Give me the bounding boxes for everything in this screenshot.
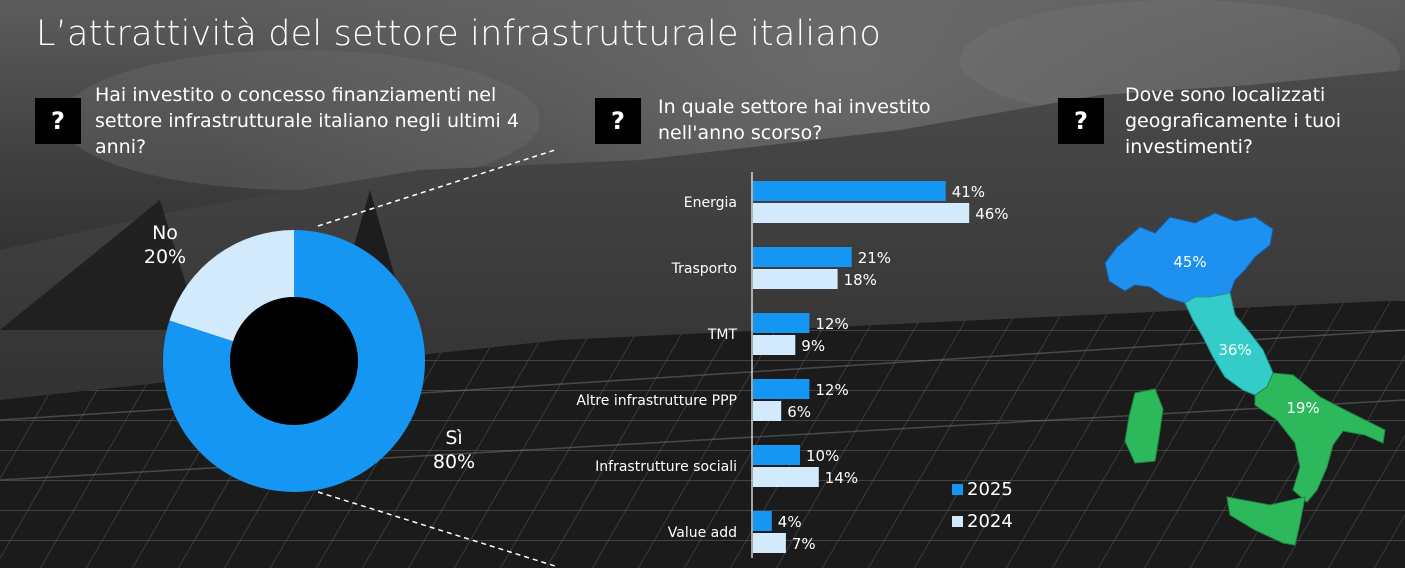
bar-2025 (753, 181, 946, 201)
question-1-text: Hai investito o concesso finanziamenti n… (95, 84, 519, 158)
bar-value-label: 14% (825, 469, 858, 487)
bar-category-label: Trasporto (671, 261, 737, 277)
pie-label-si-value: 80% (432, 451, 476, 473)
pie-label-no-name: No (152, 222, 178, 244)
bar-2024 (753, 533, 786, 553)
pie-slice-no (169, 230, 294, 342)
bar-value-label: 46% (975, 205, 1008, 223)
bar-category-label: Energia (684, 195, 737, 211)
legend-swatch (952, 516, 963, 527)
donut-hole (230, 297, 358, 425)
bar-2025 (753, 247, 852, 267)
question-2-text: In quale settore hai investito nell'anno… (658, 96, 931, 144)
bar-value-label: 6% (787, 403, 811, 421)
bar-2024 (753, 269, 838, 289)
bar-category-label: TMT (707, 327, 738, 343)
bar-2024 (753, 401, 782, 421)
question-3-text: Dove sono localizzati geograficamente i … (1125, 84, 1342, 158)
page-title: L’attrattività del settore infrastruttur… (36, 14, 881, 54)
bar-value-label: 9% (801, 337, 825, 355)
bar-2025 (753, 511, 772, 531)
bar-2025 (753, 313, 810, 333)
bar-2024 (753, 335, 796, 355)
bar-value-label: 4% (778, 513, 802, 531)
pie-label-no: No 20% (135, 221, 195, 269)
bar-category-label: Value add (668, 525, 737, 541)
bar-category-label: Altre infrastrutture PPP (576, 393, 737, 409)
map-label-center: 36% (1218, 341, 1251, 359)
italy-map: 45% 36% 19% (1104, 212, 1386, 546)
bar-value-label: 21% (858, 249, 891, 267)
bar-2024 (753, 467, 819, 487)
bar-category-label: Infrastrutture sociali (595, 459, 737, 475)
bar-value-label: 10% (806, 447, 839, 465)
bar-value-label: 12% (815, 381, 848, 399)
legend-2024: 2024 (952, 511, 1013, 532)
map-sardinia (1124, 388, 1164, 464)
bar-value-label: 41% (952, 183, 985, 201)
pie-slice-si (163, 230, 426, 493)
bar-value-label: 18% (844, 271, 877, 289)
pie-label-si-name: Sì (445, 427, 463, 449)
bar-value-label: 12% (815, 315, 848, 333)
pie-label-no-value: 20% (143, 246, 187, 268)
map-region-south (1254, 372, 1386, 503)
question-icon: ? (35, 98, 81, 144)
pie-label-si: Sì 80% (424, 426, 484, 474)
legend-2025: 2025 (952, 479, 1013, 500)
map-sicily (1226, 496, 1306, 546)
bar-2024 (753, 203, 970, 223)
map-region-north (1104, 212, 1274, 304)
legend-label: 2024 (967, 511, 1013, 532)
bar-2025 (753, 379, 810, 399)
question-icon: ? (1058, 98, 1104, 144)
map-label-north: 45% (1173, 253, 1206, 271)
connector-line (317, 149, 556, 227)
legend-swatch (952, 484, 963, 495)
bar-2025 (753, 445, 800, 465)
map-label-south: 19% (1286, 399, 1319, 417)
legend-label: 2025 (967, 479, 1013, 500)
question-icon: ? (595, 98, 641, 144)
bar-value-label: 7% (792, 535, 816, 553)
